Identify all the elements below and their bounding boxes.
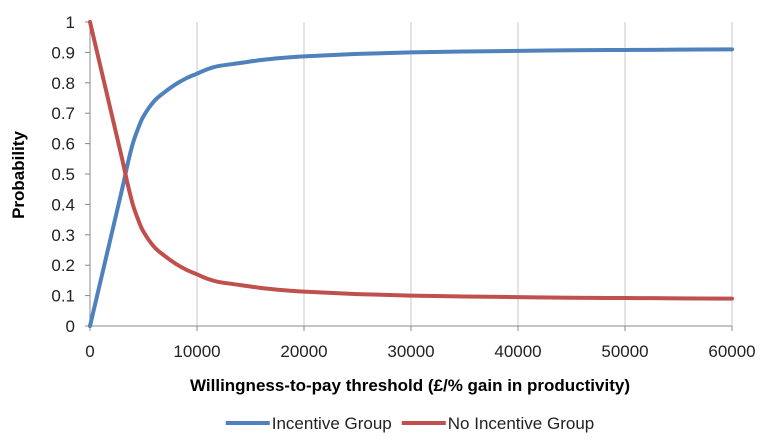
y-tick-label: 0.5 [51,165,75,184]
legend-label-no-incentive-group: No Incentive Group [448,414,594,433]
x-tick-label: 50000 [601,342,648,361]
legend-label-incentive-group: Incentive Group [272,414,392,433]
x-axis-title: Willingness-to-pay threshold (£/% gain i… [190,376,630,395]
x-tick-label: 40000 [494,342,541,361]
x-tick-label: 20000 [280,342,327,361]
y-tick-label: 0.6 [51,135,75,154]
x-tick-label: 0 [85,342,94,361]
y-tick-label: 0.1 [51,287,75,306]
y-tick-label: 0 [66,317,75,336]
y-tick-label: 0.4 [51,195,75,214]
y-tick-label: 0.7 [51,104,75,123]
series-line-incentive-group [88,47,734,328]
axes [85,21,733,331]
series-line-no-incentive-group [88,20,734,301]
x-tick-label: 60000 [708,342,755,361]
y-tick-labels: 0 0.1 0.2 0.3 0.4 0.5 0.6 0.7 0.8 0.9 1 [51,13,75,336]
y-tick-label: 0.2 [51,256,75,275]
x-tick-label: 30000 [387,342,434,361]
x-tick-label: 10000 [173,342,220,361]
gridlines [196,22,733,326]
y-tick-label: 0.8 [51,74,75,93]
y-tick-label: 1 [66,13,75,32]
y-tick-label: 0.3 [51,226,75,245]
y-tick-label: 0.9 [51,43,75,62]
y-axis-title: Probability [9,131,28,219]
legend: Incentive Group No Incentive Group [225,414,594,433]
x-tick-labels: 0 10000 20000 30000 40000 50000 60000 [85,342,755,361]
plot-area [88,20,734,328]
